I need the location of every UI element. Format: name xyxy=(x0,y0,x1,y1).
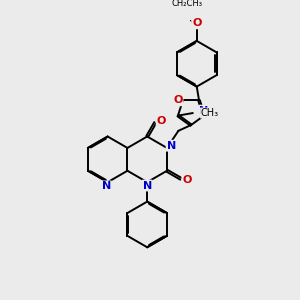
Text: N: N xyxy=(200,106,208,116)
Text: N: N xyxy=(167,141,176,151)
Text: CH₃: CH₃ xyxy=(201,108,219,118)
Text: N: N xyxy=(102,182,111,191)
Text: N: N xyxy=(142,181,152,190)
Text: CH₂CH₃: CH₂CH₃ xyxy=(171,0,202,8)
Text: O: O xyxy=(157,116,166,126)
Text: O: O xyxy=(182,175,192,185)
Text: O: O xyxy=(173,95,183,105)
Text: O: O xyxy=(192,18,201,28)
